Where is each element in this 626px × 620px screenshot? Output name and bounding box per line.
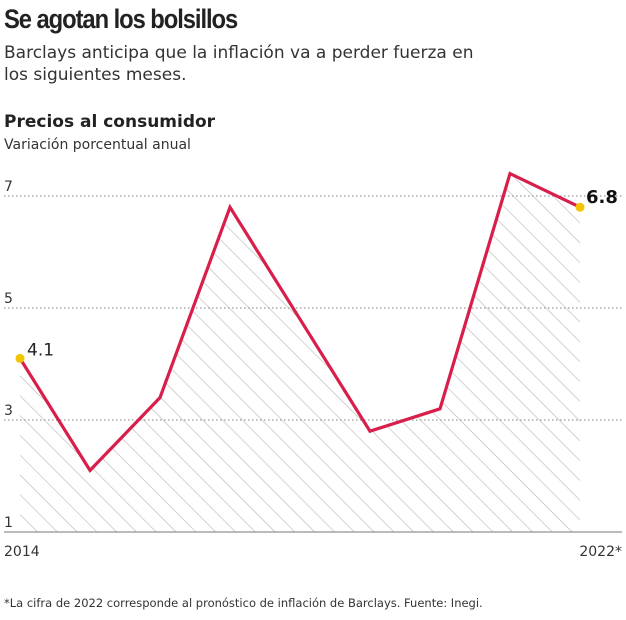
series-line xyxy=(18,171,581,473)
y-tick-label: 5 xyxy=(4,291,13,307)
data-point xyxy=(575,202,585,212)
data-label: 6.8 xyxy=(586,187,618,208)
data-label: 4.1 xyxy=(27,340,54,360)
chart-title: Precios al consumidor xyxy=(4,112,216,132)
y-tick-label: 1 xyxy=(4,515,13,531)
y-tick-label: 3 xyxy=(4,403,13,419)
x-tick-label: 2022* xyxy=(579,544,622,560)
data-point xyxy=(15,353,25,363)
page-subtitle: Barclays anticipa que la inflación va a … xyxy=(4,43,474,85)
page-title: Se agotan los bolsillos xyxy=(4,4,238,34)
x-tick-label: 2014 xyxy=(4,544,40,560)
footnote: *La cifra de 2022 corresponde al pronóst… xyxy=(4,596,483,610)
area-hatch xyxy=(20,173,580,532)
chart-subtitle: Variación porcentual anual xyxy=(4,137,191,153)
y-tick-label: 7 xyxy=(4,179,13,195)
